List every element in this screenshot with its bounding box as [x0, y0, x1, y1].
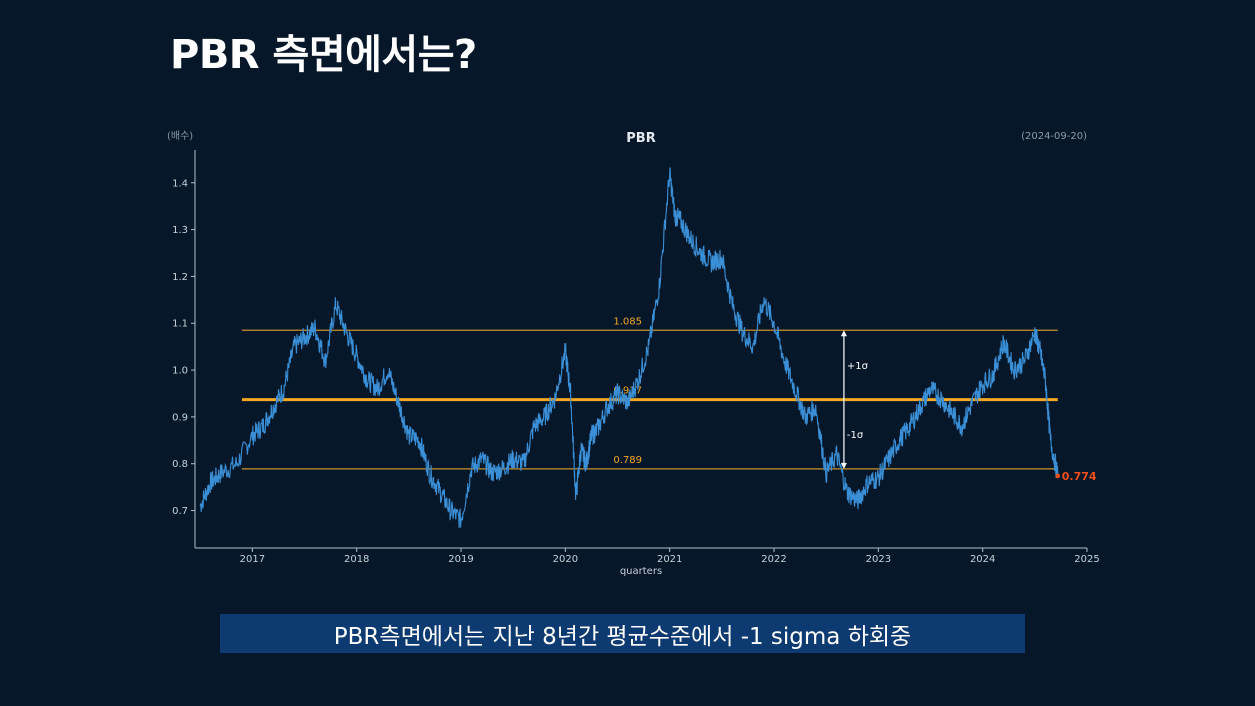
x-tick-label: 2025 [1074, 554, 1099, 565]
x-tick-label: 2018 [344, 554, 369, 565]
y-tick-label: 1.1 [172, 319, 188, 330]
last-value-dot [1055, 473, 1061, 479]
slide-title: PBR 측면에서는? [170, 32, 477, 78]
reference-lines: 1.085 0.937 0.789 [241, 316, 1058, 470]
y-tick-label: 0.7 [172, 506, 188, 517]
last-value-label: 0.774 [1062, 470, 1097, 483]
chart-title: PBR [626, 131, 655, 146]
y-tick-label: 0.8 [172, 459, 188, 470]
x-tick-label: 2022 [761, 554, 786, 565]
last-value: 0.774 [1055, 470, 1097, 483]
x-tick-label: 2021 [657, 554, 682, 565]
sigma-plus-label: +1σ [847, 361, 869, 372]
ticks: 0.7 0.8 0.9 1.0 1.1 1.2 1.3 1.4 2017 2018 2019 2020… [172, 178, 1100, 565]
sigma-arrow-head-up [840, 330, 847, 337]
caption-box: PBR측면에서는 지난 8년간 평균수준에서 -1 sigma 하회중 [220, 614, 1025, 653]
unit-label: (배수) [167, 130, 193, 142]
date-label: (2024-09-20) [1021, 131, 1087, 142]
x-tick-label: 2020 [553, 554, 578, 565]
x-tick-label: 2024 [970, 554, 995, 565]
series [199, 167, 1059, 528]
y-tick-label: 1.3 [172, 225, 188, 236]
ref-label-upper: 1.085 [613, 316, 642, 327]
axes [194, 150, 1087, 549]
x-tick-label: 2023 [866, 554, 891, 565]
y-tick-label: 1.2 [172, 272, 188, 283]
y-tick-label: 1.0 [172, 366, 188, 377]
ref-label-lower: 0.789 [613, 455, 642, 466]
series-line-0 [199, 167, 1059, 528]
sigma-minus-label: -1σ [847, 430, 864, 441]
sigma-arrow-head-down [840, 462, 847, 469]
x-tick-label: 2017 [240, 554, 265, 565]
ref-label-mean: 0.937 [613, 386, 642, 397]
y-tick-label: 0.9 [172, 412, 188, 423]
sigma-annotation: +1σ -1σ [840, 330, 869, 469]
x-axis-label: quarters [620, 566, 662, 577]
y-tick-label: 1.4 [172, 178, 188, 189]
x-tick-label: 2019 [448, 554, 473, 565]
